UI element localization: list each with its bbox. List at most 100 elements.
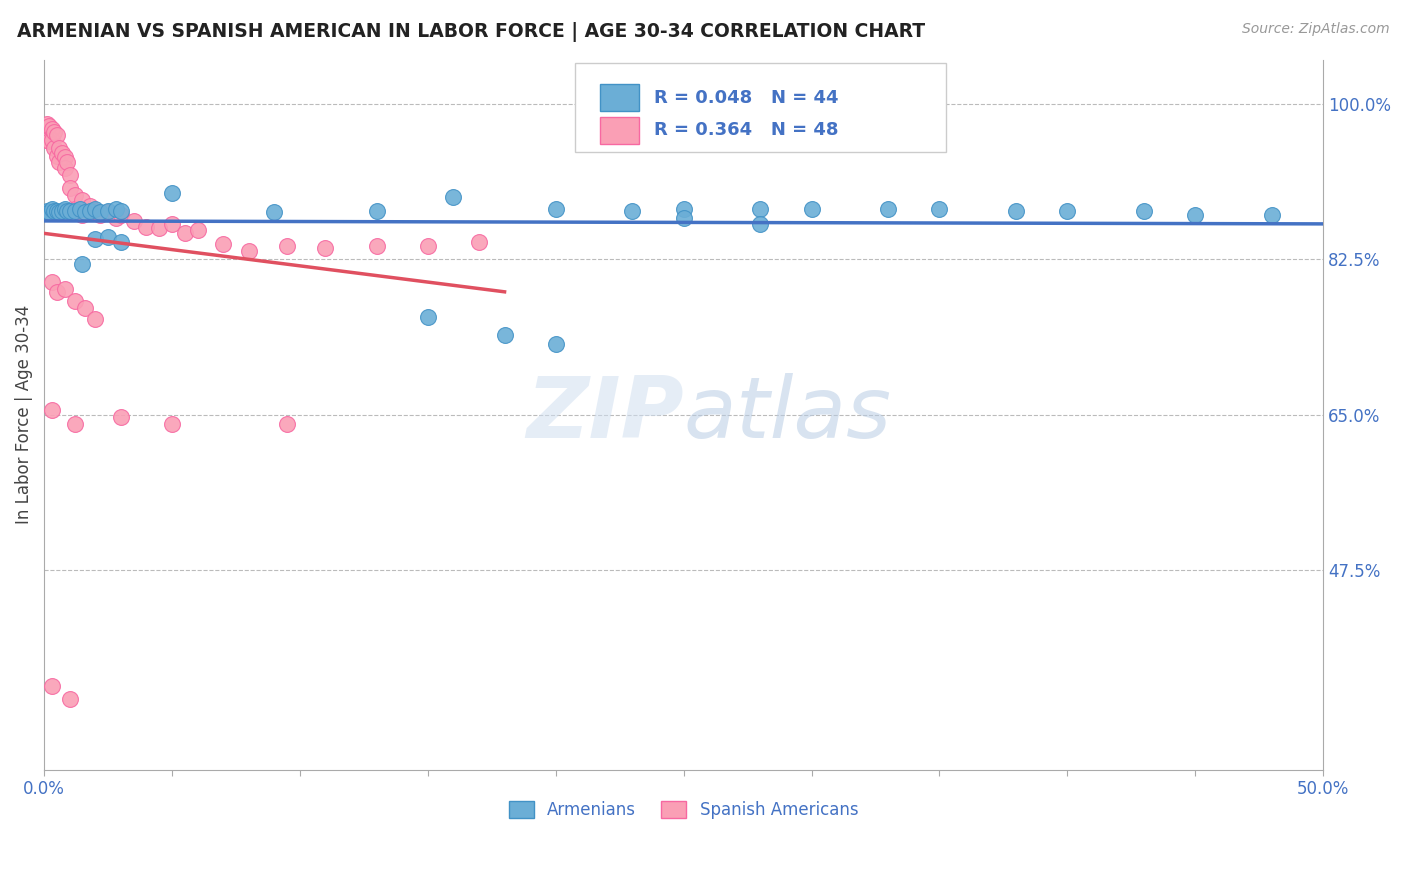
Point bbox=[276, 239, 298, 253]
Point bbox=[928, 202, 950, 216]
Point bbox=[63, 202, 86, 216]
Point bbox=[79, 203, 101, 218]
Point bbox=[72, 193, 94, 207]
Point bbox=[84, 312, 107, 326]
Point bbox=[104, 211, 127, 225]
Point bbox=[110, 409, 132, 424]
Point bbox=[672, 211, 695, 225]
Point bbox=[160, 217, 183, 231]
Point bbox=[263, 205, 285, 219]
Point bbox=[72, 208, 94, 222]
Bar bbox=[600, 117, 638, 144]
Point bbox=[97, 203, 120, 218]
Point bbox=[148, 221, 170, 235]
Point bbox=[1184, 208, 1206, 222]
Point bbox=[494, 327, 516, 342]
Point bbox=[79, 199, 101, 213]
Point bbox=[672, 202, 695, 216]
Point bbox=[44, 203, 66, 218]
Point bbox=[45, 128, 67, 142]
Point bbox=[56, 154, 79, 169]
Point bbox=[800, 202, 823, 216]
Point bbox=[276, 417, 298, 431]
Point bbox=[63, 294, 86, 309]
Point bbox=[104, 202, 127, 216]
Point bbox=[41, 121, 63, 136]
Point bbox=[51, 203, 73, 218]
Point bbox=[45, 148, 67, 162]
Point bbox=[89, 208, 111, 222]
Point bbox=[544, 336, 567, 351]
Point bbox=[160, 417, 183, 431]
Point bbox=[59, 203, 82, 218]
Point bbox=[749, 202, 772, 216]
Y-axis label: In Labor Force | Age 30-34: In Labor Force | Age 30-34 bbox=[15, 305, 32, 524]
Point bbox=[72, 257, 94, 271]
Point bbox=[45, 203, 67, 218]
Point bbox=[187, 223, 209, 237]
Point bbox=[97, 230, 120, 244]
Point bbox=[621, 203, 644, 218]
Point bbox=[41, 202, 63, 216]
Point bbox=[416, 239, 439, 253]
Point bbox=[1261, 208, 1284, 222]
Point bbox=[41, 403, 63, 417]
Point bbox=[315, 241, 337, 255]
Point bbox=[41, 132, 63, 146]
Point bbox=[63, 187, 86, 202]
Point bbox=[35, 132, 58, 146]
Point bbox=[38, 119, 60, 133]
Point bbox=[41, 679, 63, 693]
Point bbox=[238, 244, 260, 258]
Text: R = 0.048   N = 44: R = 0.048 N = 44 bbox=[654, 88, 839, 107]
Point bbox=[59, 168, 82, 182]
Text: ARMENIAN VS SPANISH AMERICAN IN LABOR FORCE | AGE 30-34 CORRELATION CHART: ARMENIAN VS SPANISH AMERICAN IN LABOR FO… bbox=[17, 22, 925, 42]
Point bbox=[366, 203, 388, 218]
Point bbox=[44, 141, 66, 155]
Point bbox=[1133, 203, 1156, 218]
Point bbox=[89, 205, 111, 219]
Point bbox=[877, 202, 900, 216]
Point bbox=[53, 150, 76, 164]
Point bbox=[63, 203, 86, 218]
Point bbox=[84, 232, 107, 246]
Point bbox=[366, 239, 388, 253]
Point bbox=[35, 116, 58, 130]
Point bbox=[135, 219, 157, 234]
Point bbox=[59, 692, 82, 706]
Point bbox=[84, 203, 107, 218]
Point bbox=[110, 203, 132, 218]
Point bbox=[73, 301, 96, 316]
Point bbox=[38, 205, 60, 219]
Point bbox=[59, 181, 82, 195]
Point bbox=[1005, 203, 1028, 218]
FancyBboxPatch shape bbox=[575, 63, 946, 152]
Point bbox=[53, 282, 76, 296]
Point bbox=[53, 202, 76, 216]
Point bbox=[69, 202, 91, 216]
Point bbox=[97, 205, 120, 219]
Text: R = 0.364   N = 48: R = 0.364 N = 48 bbox=[654, 121, 839, 139]
Point bbox=[38, 134, 60, 148]
Point bbox=[44, 125, 66, 139]
Point bbox=[48, 154, 70, 169]
Point bbox=[45, 285, 67, 300]
Text: ZIP: ZIP bbox=[526, 373, 683, 457]
Point bbox=[84, 202, 107, 216]
Bar bbox=[600, 84, 638, 112]
Point bbox=[1056, 203, 1078, 218]
Point bbox=[110, 235, 132, 249]
Point bbox=[73, 205, 96, 219]
Point bbox=[468, 235, 491, 249]
Point bbox=[416, 310, 439, 325]
Point bbox=[749, 217, 772, 231]
Legend: Armenians, Spanish Americans: Armenians, Spanish Americans bbox=[502, 794, 865, 826]
Text: atlas: atlas bbox=[683, 373, 891, 457]
Point bbox=[441, 190, 464, 204]
Point bbox=[122, 214, 145, 228]
Point bbox=[110, 208, 132, 222]
Point bbox=[212, 237, 235, 252]
Point bbox=[41, 275, 63, 289]
Point bbox=[51, 145, 73, 160]
Point bbox=[173, 226, 195, 240]
